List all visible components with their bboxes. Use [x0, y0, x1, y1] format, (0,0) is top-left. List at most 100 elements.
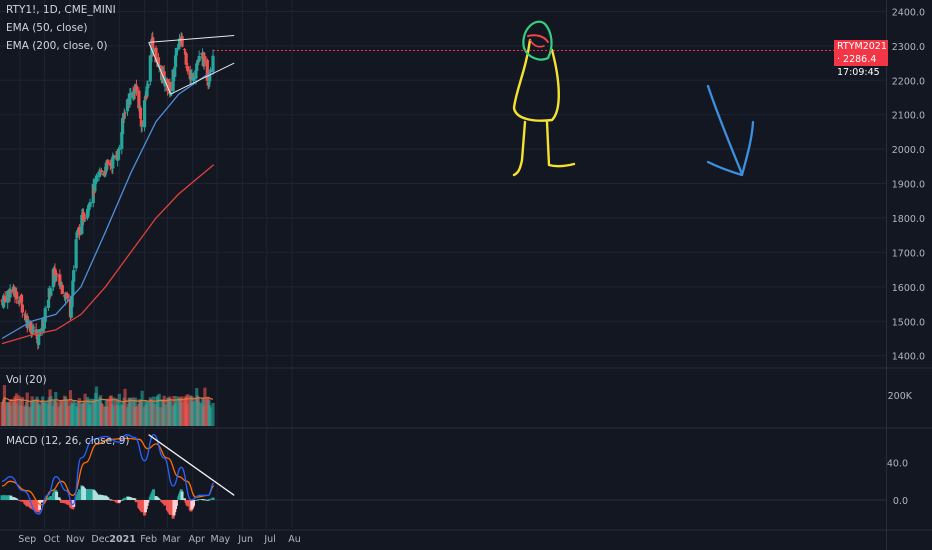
histogram-bar — [157, 499, 161, 501]
candle-body — [194, 70, 198, 79]
candle-body — [154, 47, 158, 63]
time-tick-label: Nov — [66, 534, 85, 545]
volume-ma-line — [1, 396, 214, 405]
candle-body — [63, 297, 68, 300]
time-tick-label: Apr — [189, 534, 206, 545]
histogram-bar — [106, 497, 110, 500]
candle-body — [8, 288, 12, 298]
candle-body — [174, 47, 178, 56]
histogram-bar — [20, 500, 24, 502]
macd-line — [1, 434, 215, 515]
price-tick-label: 2000.0 — [892, 145, 925, 156]
volume-bar — [112, 397, 116, 426]
wedge-left-trendline — [148, 42, 172, 95]
macd-legend[interactable]: MACD (12, 26, close, 9) — [6, 435, 130, 447]
volume-bar — [89, 398, 93, 426]
figure-left-leg — [512, 120, 527, 177]
time-tick-label: Jul — [263, 534, 275, 545]
candle-body — [69, 306, 73, 318]
candle-body — [188, 70, 192, 80]
time-tick-label: Sep — [18, 534, 36, 545]
candle-body — [168, 81, 172, 95]
figure-body-outline — [512, 38, 560, 122]
macd-histogram — [0, 485, 215, 519]
candle-body — [173, 55, 178, 68]
histogram-bar — [112, 500, 116, 501]
candle-body — [139, 120, 143, 127]
volume-bar — [134, 406, 139, 426]
candle-body — [182, 49, 187, 51]
volume-bar — [77, 398, 82, 426]
time-tick-label: Feb — [140, 534, 157, 545]
price-tick-label: 1900.0 — [892, 180, 925, 191]
ema200-legend[interactable]: EMA (200, close, 0) — [6, 40, 108, 52]
candle-body — [83, 217, 87, 220]
volume-bar — [15, 393, 19, 426]
candle-body — [76, 230, 80, 235]
histogram-bar — [146, 500, 150, 503]
volume-legend[interactable]: Vol (20) — [6, 374, 47, 386]
histogram-bar — [145, 500, 149, 506]
candle-body — [52, 267, 56, 269]
histogram-bar — [77, 489, 81, 500]
macd-tick-label: 40.0 — [887, 459, 908, 470]
candle-body — [34, 329, 38, 336]
candle-body — [126, 98, 130, 101]
histogram-bar — [9, 495, 13, 500]
candle-body — [138, 106, 142, 109]
ema50-legend[interactable]: EMA (50, close) — [6, 22, 88, 34]
candle-body — [12, 286, 16, 295]
candle-body — [151, 49, 156, 53]
candle-body — [191, 77, 196, 82]
candle-body — [177, 43, 181, 50]
volume-bar — [140, 390, 144, 426]
time-tick-label: Oct — [43, 534, 60, 545]
volume-bar — [83, 393, 87, 426]
histogram-bar — [89, 489, 93, 500]
candle-body — [190, 73, 194, 76]
candle-body — [144, 95, 148, 99]
volume-bar — [43, 402, 47, 426]
candle-body — [205, 59, 209, 82]
histogram-bar — [191, 500, 195, 506]
candle-body — [125, 99, 130, 112]
candle-body — [196, 61, 200, 63]
volume-bar — [100, 404, 104, 426]
candle-body — [30, 326, 34, 334]
candle-body — [202, 56, 206, 66]
candle-body — [183, 51, 187, 53]
candle-body — [160, 73, 165, 83]
volume-bar — [208, 407, 213, 426]
candle-body — [9, 290, 13, 292]
time-tick-label: May — [211, 534, 231, 545]
candle-body — [49, 288, 53, 296]
histogram-bar — [15, 498, 19, 500]
candle-body — [15, 291, 19, 300]
histogram-bar — [83, 489, 87, 500]
volume-bar — [60, 399, 64, 426]
price-tick-label: 2300.0 — [892, 42, 925, 53]
histogram-bar — [133, 498, 137, 500]
candle-body — [129, 93, 133, 95]
symbol-legend[interactable]: RTY1!, 1D, CME_MINI — [6, 4, 116, 16]
candle-body — [98, 172, 102, 174]
candle-body — [189, 76, 193, 81]
volume-bar — [37, 405, 42, 426]
figure-eye — [537, 29, 541, 33]
volume-bar — [174, 396, 178, 426]
ema200-line — [1, 164, 215, 345]
down-arrow-drawing — [706, 84, 755, 177]
volume-bar — [32, 399, 36, 426]
candle-body — [157, 64, 161, 67]
histogram-bar — [203, 499, 207, 501]
volume-bar — [163, 404, 167, 426]
time-tick-label: Mar — [163, 534, 181, 545]
histogram-bar — [209, 498, 213, 500]
histogram-bar — [66, 500, 70, 505]
candle-body — [120, 118, 125, 135]
price-tick-label: 1400.0 — [892, 352, 925, 363]
candle-body — [3, 296, 7, 302]
candle-body — [31, 330, 35, 332]
histogram-bar — [140, 500, 144, 513]
